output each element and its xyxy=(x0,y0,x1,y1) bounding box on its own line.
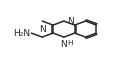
Text: N: N xyxy=(60,40,67,49)
Text: H: H xyxy=(68,40,73,46)
Text: N: N xyxy=(67,17,74,26)
Text: H₂N: H₂N xyxy=(13,29,30,38)
Text: N: N xyxy=(39,25,46,34)
